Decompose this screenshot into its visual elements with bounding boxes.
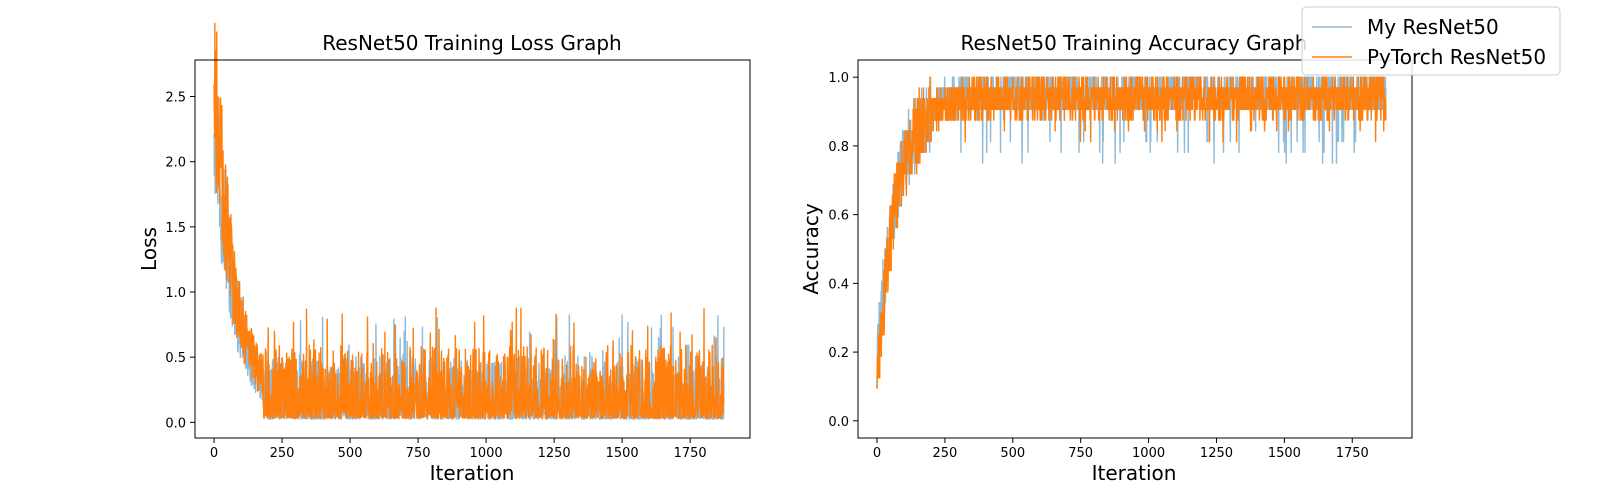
- loss-y-tick-label: 1.0: [165, 286, 186, 301]
- accuracy-y-axis-label: Accuracy: [799, 203, 823, 294]
- accuracy-x-tick-label: 750: [1068, 446, 1093, 461]
- loss-x-tick-label: 250: [270, 446, 295, 461]
- loss-y-ticks: 0.0 0.5 1.0 1.5 2.0 2.5: [165, 90, 195, 431]
- loss-x-tick-label: 1250: [538, 446, 571, 461]
- accuracy-x-tick-label: 250: [932, 446, 957, 461]
- accuracy-y-tick-label: 1.0: [828, 71, 849, 86]
- accuracy-x-ticks: 0 250 500 750 1000 1250 1500 1750: [873, 438, 1369, 461]
- accuracy-x-tick-label: 1000: [1132, 446, 1165, 461]
- accuracy-y-tick-label: 0.0: [828, 415, 849, 430]
- legend-label-my-resnet50: My ResNet50: [1367, 15, 1499, 39]
- loss-x-tick-label: 750: [406, 446, 431, 461]
- accuracy-series-my-resnet50: [876, 76, 1387, 389]
- accuracy-x-tick-label: 0: [873, 446, 881, 461]
- loss-chart-title: ResNet50 Training Loss Graph: [322, 31, 621, 55]
- loss-x-tick-label: 1750: [674, 446, 707, 461]
- loss-x-tick-label: 0: [210, 446, 218, 461]
- accuracy-y-ticks: 0.0 0.2 0.4 0.6 0.8 1.0: [828, 71, 858, 430]
- accuracy-x-tick-label: 1750: [1336, 446, 1369, 461]
- accuracy-x-tick-label: 500: [1000, 446, 1025, 461]
- loss-x-ticks: 0 250 500 750 1000 1250 1500 1750: [210, 438, 707, 461]
- loss-y-axis-label: Loss: [137, 227, 161, 271]
- loss-x-tick-label: 1000: [470, 446, 503, 461]
- loss-x-tick-label: 1500: [606, 446, 639, 461]
- accuracy-y-tick-label: 0.6: [828, 209, 849, 224]
- loss-chart: ResNet50 Training Loss Graph 0 250 500 750 1…: [137, 22, 751, 485]
- accuracy-x-tick-label: 1250: [1200, 446, 1233, 461]
- accuracy-plot-frame: [857, 59, 1413, 439]
- loss-series-pytorch-resnet50: [213, 22, 725, 419]
- accuracy-series-pytorch-resnet50: [876, 76, 1387, 389]
- accuracy-chart-title: ResNet50 Training Accuracy Graph: [961, 31, 1308, 55]
- loss-series-group: [213, 22, 725, 420]
- loss-x-axis-label: Iteration: [430, 461, 515, 485]
- accuracy-series-group: [876, 76, 1387, 389]
- loss-plot-frame: [194, 59, 751, 439]
- legend-label-pytorch-resnet50: PyTorch ResNet50: [1367, 45, 1546, 69]
- loss-y-tick-label: 0.0: [165, 416, 186, 431]
- accuracy-y-tick-label: 0.2: [828, 346, 849, 361]
- accuracy-x-tick-label: 1500: [1268, 446, 1301, 461]
- loss-y-tick-label: 0.5: [165, 351, 186, 366]
- loss-y-tick-label: 1.5: [165, 221, 186, 236]
- loss-y-tick-label: 2.0: [165, 156, 186, 171]
- accuracy-y-tick-label: 0.4: [828, 277, 849, 292]
- loss-y-tick-label: 2.5: [165, 90, 186, 105]
- accuracy-y-tick-label: 0.8: [828, 140, 849, 155]
- loss-x-tick-label: 500: [338, 446, 363, 461]
- accuracy-x-axis-label: Iteration: [1092, 461, 1177, 485]
- legend: My ResNet50 PyTorch ResNet50: [1301, 6, 1561, 76]
- legend-box: [1301, 6, 1561, 76]
- accuracy-chart: ResNet50 Training Accuracy Graph 0 250 500…: [799, 31, 1413, 485]
